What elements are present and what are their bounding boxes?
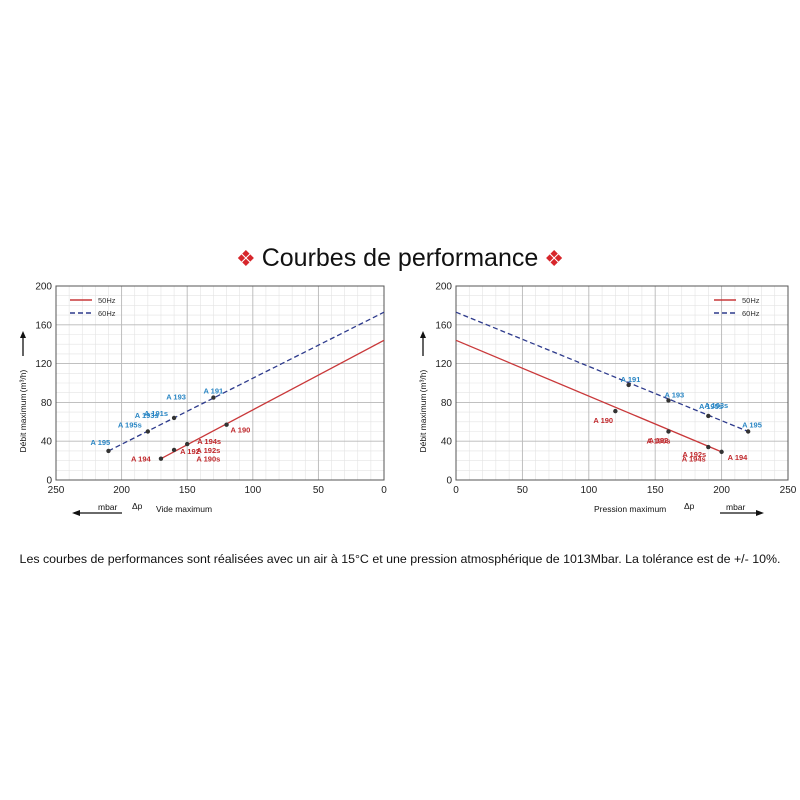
data-point [719,449,724,455]
legend-label: 50Hz [742,296,760,305]
data-point [106,448,111,454]
legend: 50Hz 60Hz [70,296,116,318]
legend-label: 50Hz [98,296,116,305]
x-tick-label: 100 [580,485,597,496]
legend: 50Hz 60Hz [714,296,760,318]
x-axis-label: Pression maximum [594,504,666,514]
legend-label: 60Hz [742,309,760,318]
data-point [706,444,711,450]
title-text: Courbes de performance [261,244,539,272]
y-tick-label: 200 [435,282,452,293]
series-line-50Hz [160,339,385,460]
data-point [745,429,751,434]
point-label: A 190 [231,426,251,435]
x-tick-label: 150 [179,485,196,496]
point-label: A 194 [131,455,152,464]
point-annotation: A 193s [135,411,159,420]
footnote: Les courbes de performances sont réalisé… [19,552,781,566]
x-tick-label: 250 [780,485,797,496]
point-label: A 193s [704,401,728,410]
data-point [171,415,177,421]
y-axis-label: Débit maximum [18,393,28,452]
arrow-head-icon [420,331,426,338]
legend-label: 60Hz [98,309,116,318]
point-label: A 194s [197,437,221,446]
point-label: A 195 [90,438,110,447]
series-line-60Hz [455,311,749,433]
point-label: A 195s [118,421,142,430]
data-point [185,441,190,447]
x-tick-label: 200 [713,485,730,496]
y-tick-label: 160 [435,320,452,331]
data-point [613,408,618,414]
x-tick-label: 150 [647,485,664,496]
x-axis-symbol: Δp [132,501,143,511]
arrow-head-icon [756,510,764,516]
point-label: A 193 [664,390,684,399]
x-tick-label: 50 [313,485,325,496]
y-tick-label: 120 [35,359,52,370]
data-point [706,413,711,419]
x-tick-label: 200 [113,485,130,496]
point-annotation: A 190s [196,455,220,464]
y-tick-label: 120 [435,359,452,370]
point-label: A 191 [203,387,223,396]
minor-grid [55,285,385,481]
x-axis-symbol: Δp [684,501,695,511]
x-axis-label: Vide maximum [156,504,212,514]
diamond-icon: ❖ [235,246,256,271]
point-label: A 194 [728,453,749,462]
point-label: A 191s [144,409,168,418]
series-line-60Hz [108,311,385,452]
point-annotation: A 195s [699,402,723,411]
y-tick-label: 160 [35,320,52,331]
point-annotation: A 193 [166,392,186,401]
point-label: A 195 [742,421,762,430]
plot-frame [455,285,789,481]
y-axis-unit: (m³/h) [418,370,428,393]
y-axis-label: Débit maximum [418,393,428,452]
y-tick-label: 80 [41,398,53,409]
data-point [211,395,216,400]
point-label: A 190s [646,437,670,446]
y-tick-label: 40 [441,437,453,448]
arrow-head-icon [20,331,26,338]
x-tick-label: 0 [453,485,459,496]
data-point [224,422,229,427]
x-tick-label: 50 [517,485,529,496]
page-title: ❖ Courbes de performance ❖ [0,244,800,273]
x-tick-label: 250 [48,485,65,496]
data-point [145,429,151,434]
point-annotation: A 194s [682,455,706,464]
data-point [171,447,177,453]
x-tick-label: 100 [244,485,261,496]
arrow-head-icon [72,510,80,516]
y-tick-label: 40 [41,437,53,448]
point-label: A 190 [593,416,613,425]
data-point [666,429,671,434]
plot-frame [55,285,385,481]
point-annotation: A 192s [196,446,220,455]
y-tick-label: 80 [441,398,453,409]
minor-grid [455,285,789,481]
y-tick-label: 200 [35,282,52,293]
x-axis-unit: mbar [98,502,118,512]
data-point [666,398,671,403]
point-label: A 192s [682,450,706,459]
data-point [158,456,164,461]
y-tick-label: 0 [446,476,452,487]
series-line-50Hz [455,339,722,453]
diamond-icon: ❖ [544,246,564,271]
y-axis-unit: (m³/h) [18,370,28,393]
point-label: A 192 [180,447,200,456]
data-point [626,382,631,388]
x-axis-unit: mbar [726,502,746,512]
y-tick-label: 0 [46,476,52,487]
point-annotation: A 192 [649,436,669,445]
point-label: A 191 [621,375,641,384]
chart-pression: 0 50 100 150 200 250 0 40 80 120 160 200 A 190 A 190s… [418,282,797,516]
x-tick-label: 0 [381,485,387,496]
